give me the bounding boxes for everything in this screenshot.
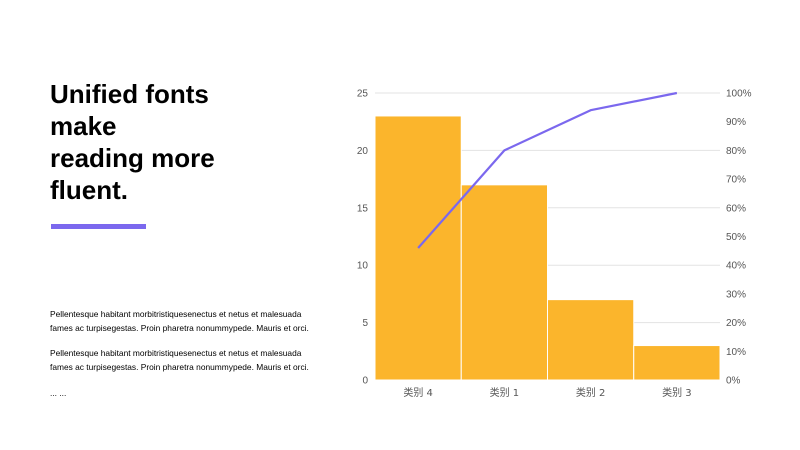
y-tick-label: 15 — [357, 203, 369, 214]
y-tick-label: 0 — [362, 376, 368, 387]
x-tick-label: 类别 3 — [662, 386, 692, 399]
y-tick-label: 10 — [357, 261, 369, 272]
bar — [547, 299, 635, 381]
y2-tick-label: 60% — [726, 203, 746, 214]
y-tick-label: 5 — [362, 318, 368, 329]
y2-tick-label: 80% — [726, 146, 746, 157]
headline-line: fluent. — [50, 175, 128, 205]
x-tick-label: 类别 4 — [403, 386, 433, 399]
chart-line — [417, 91, 678, 249]
cumulative-line — [417, 91, 678, 249]
y2-tick-label: 30% — [726, 289, 746, 300]
headline-line: reading more — [50, 143, 215, 173]
body-paragraph-1: Pellentesque habitant morbitristiquesene… — [50, 309, 309, 333]
headline: Unified fonts make reading more fluent. — [50, 78, 310, 206]
y-tick-label: 20 — [357, 146, 369, 157]
y2-tick-label: 50% — [726, 232, 746, 243]
y2-tick-label: 10% — [726, 347, 746, 358]
y2-tick-label: 20% — [726, 318, 746, 329]
y-axis-left: 0 5 10 15 20 25 — [357, 89, 369, 387]
y2-tick-label: 40% — [726, 261, 746, 272]
headline-line: Unified fonts — [50, 79, 209, 109]
accent-divider — [51, 224, 146, 229]
bar — [460, 184, 548, 381]
y2-tick-label: 0% — [726, 376, 741, 387]
y2-tick-label: 100% — [726, 89, 752, 100]
headline-line: make — [50, 111, 117, 141]
x-axis: 类别 4 类别 1 类别 2 类别 3 — [403, 386, 691, 399]
chart-bars — [374, 115, 721, 381]
bar — [633, 345, 721, 381]
y-tick-label: 25 — [357, 89, 369, 100]
x-tick-label: 类别 2 — [576, 386, 606, 399]
body-paragraph-2: Pellentesque habitant morbitristiquesene… — [50, 348, 309, 372]
y2-tick-label: 70% — [726, 175, 746, 186]
x-tick-label: 类别 1 — [490, 386, 520, 399]
ellipsis-text: ... ... — [50, 388, 67, 398]
y2-tick-label: 90% — [726, 117, 746, 128]
y-axis-right: 0% 10% 20% 30% 40% 50% 60% 70% 80% 90% 100% — [726, 89, 752, 387]
